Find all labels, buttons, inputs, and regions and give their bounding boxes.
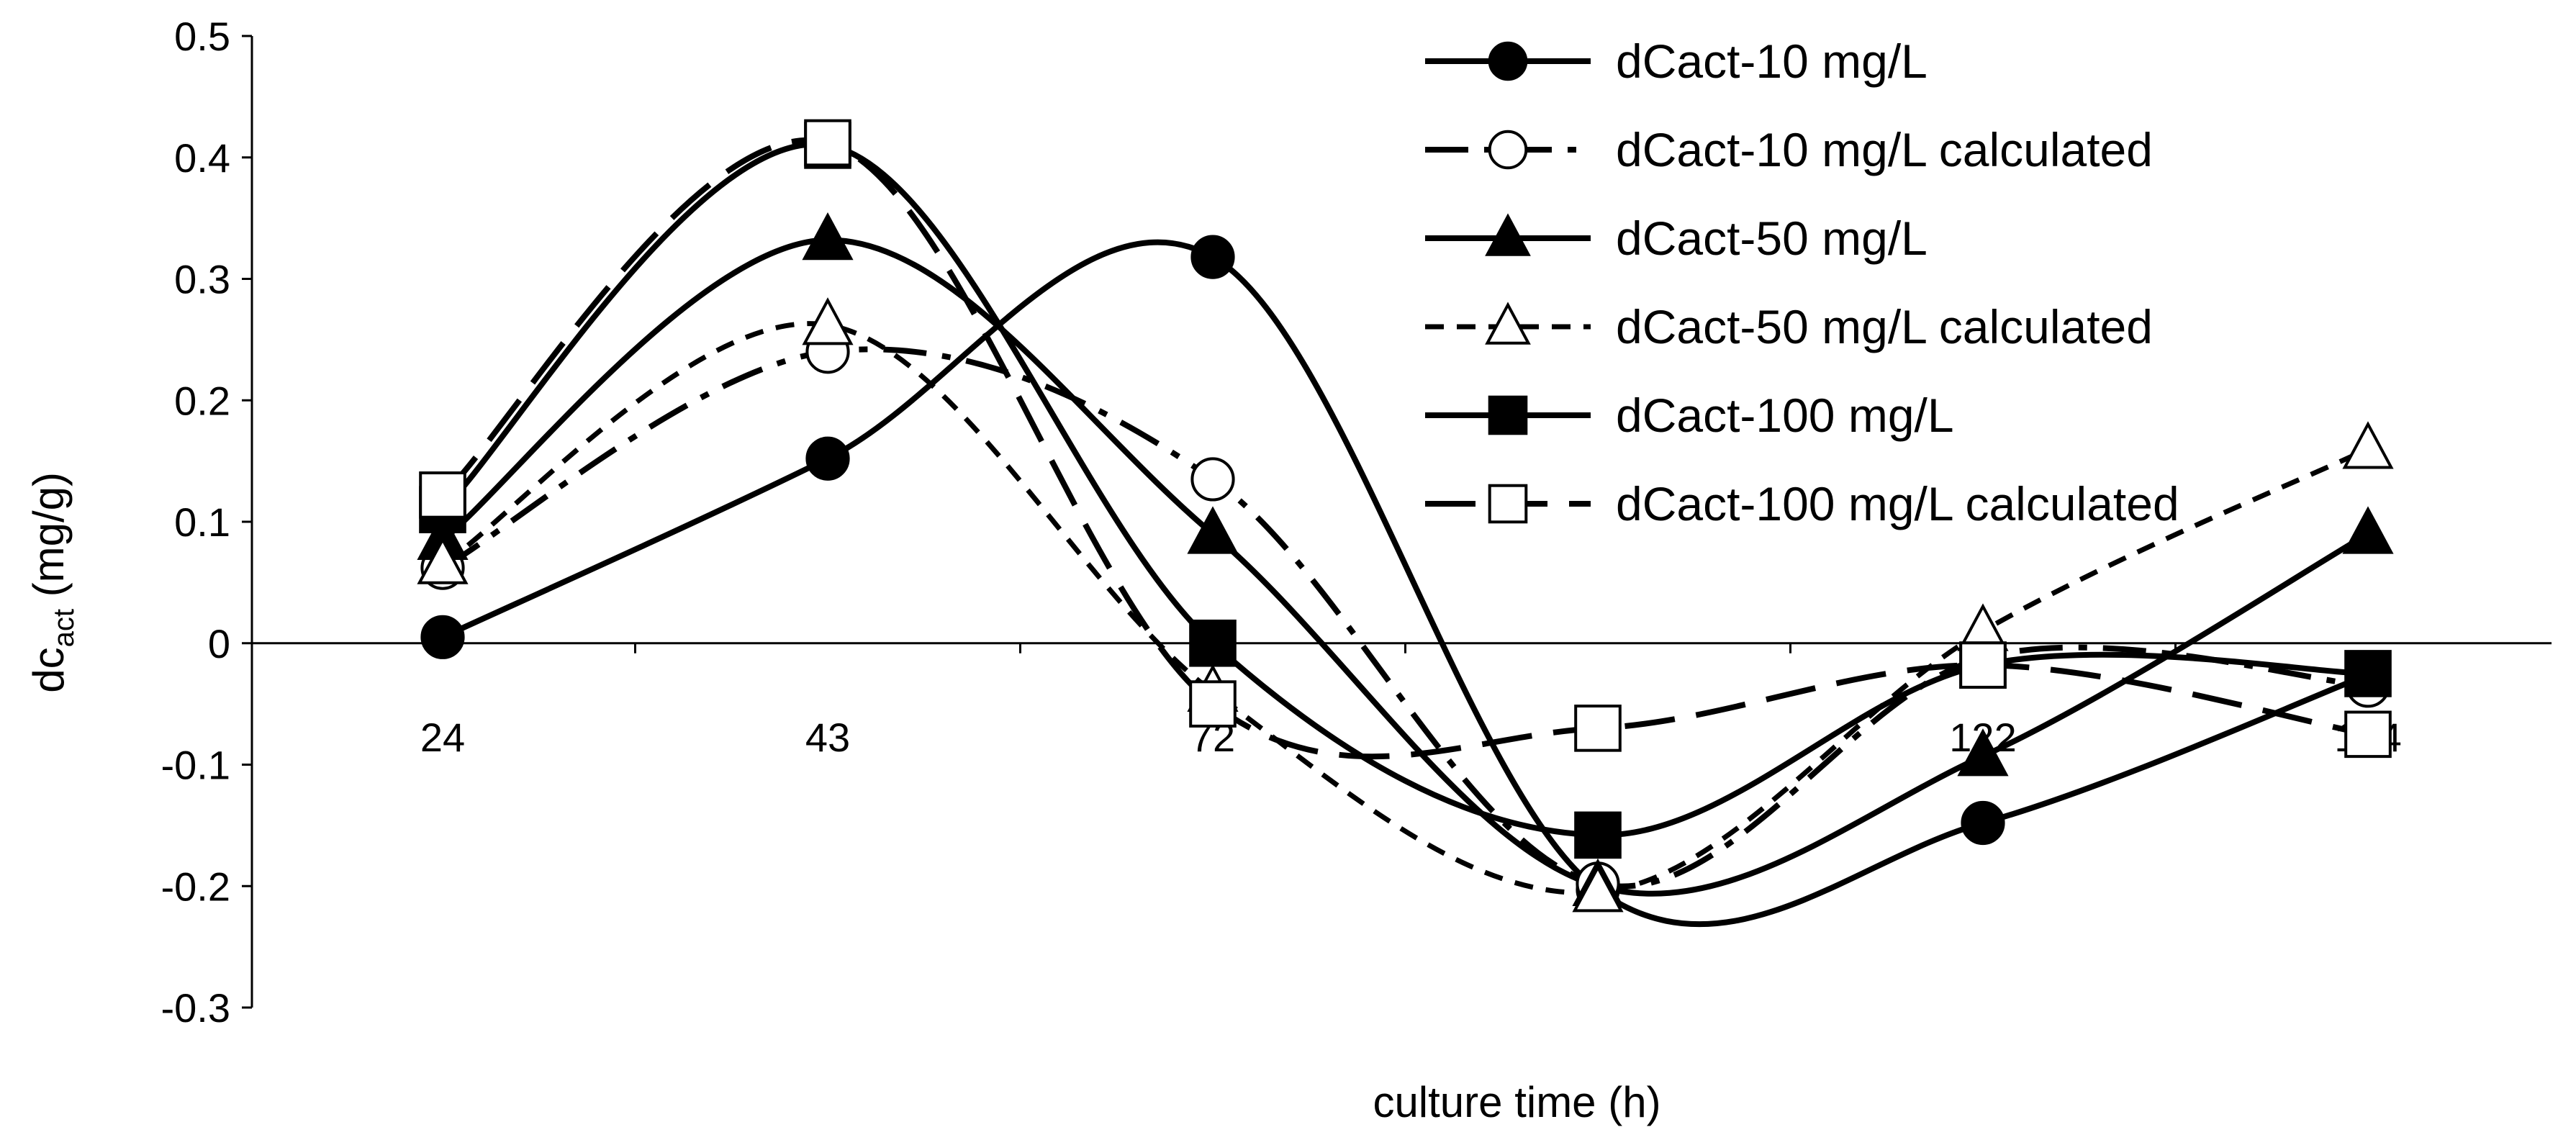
series-line xyxy=(441,346,2369,890)
data-point xyxy=(1574,811,1622,859)
data-point xyxy=(1189,680,1237,728)
legend-label: dCact-100 mg/L xyxy=(1616,389,1954,442)
data-point xyxy=(1957,728,2009,777)
y-axis-title: dcact (mg/g) xyxy=(24,472,80,693)
legend-label: dCact-10 mg/L xyxy=(1616,35,1928,88)
legend-marker xyxy=(1488,41,1528,81)
legend: dCact-10 mg/L dCact-10 mg/L calculated dCa… xyxy=(1425,35,2179,530)
y-axis-title-main: dc xyxy=(24,647,73,692)
y-axis-title-sub: act xyxy=(48,609,80,647)
y-tick-label: -0.1 xyxy=(161,743,231,788)
legend-label: dCact-50 mg/L xyxy=(1616,212,1928,265)
axes: 0.50.40.30.20.10-0.1-0.2-0.3 24437296122… xyxy=(161,14,2552,1031)
data-point xyxy=(802,212,854,261)
y-tick-label: 0.2 xyxy=(174,378,230,423)
data-point xyxy=(2344,710,2392,759)
y-tick-label: 0 xyxy=(208,621,230,666)
y-tick-label: 0.5 xyxy=(174,14,230,59)
legend-label: dCact-50 mg/L calculated xyxy=(1616,300,2153,353)
data-point xyxy=(1572,864,1624,913)
legend-label: dCact-10 mg/L calculated xyxy=(1616,123,2153,176)
data-point xyxy=(419,471,466,519)
legend-label: dCact-100 mg/L calculated xyxy=(1616,477,2179,530)
legend-marker xyxy=(1485,213,1531,256)
series-markers xyxy=(417,119,2394,913)
y-tick-label: 0.3 xyxy=(174,257,230,302)
y-axis-title-unit: (mg/g) xyxy=(24,472,73,609)
data-point xyxy=(1187,506,1239,554)
data-point xyxy=(2344,650,2392,697)
legend-marker xyxy=(1488,130,1528,170)
data-point xyxy=(802,297,854,345)
data-point xyxy=(1190,235,1235,279)
series-line xyxy=(441,321,2369,896)
data-point xyxy=(420,615,465,659)
y-tick-label: -0.3 xyxy=(161,985,231,1031)
legend-marker xyxy=(1488,395,1528,435)
data-point xyxy=(805,436,850,481)
series-line xyxy=(440,137,2369,760)
data-point xyxy=(1574,705,1622,752)
data-point xyxy=(2342,506,2394,554)
data-point xyxy=(1961,800,2005,846)
data-point xyxy=(1959,641,2007,689)
data-point xyxy=(1190,457,1235,502)
legend-marker xyxy=(1485,302,1531,345)
series-lines xyxy=(440,137,2370,928)
data-point xyxy=(804,119,851,167)
x-tick-label: 24 xyxy=(420,715,465,760)
series-line xyxy=(440,237,2370,897)
legend-marker xyxy=(1488,484,1528,524)
x-axis-title: culture time (h) xyxy=(1373,1078,1660,1126)
data-point xyxy=(417,536,469,584)
y-tick-label: 0.1 xyxy=(174,499,230,545)
data-point xyxy=(1189,619,1237,667)
data-point xyxy=(2342,421,2394,469)
y-tick-label: 0.4 xyxy=(174,135,230,181)
y-axis-ticks: 0.5 0.4 0.3 0.2 0.1 0 -0.1 -0.2 -0.3 xyxy=(161,14,252,1031)
svg-text:dcact (mg/g): dcact (mg/g) xyxy=(24,472,80,693)
x-tick-label: 43 xyxy=(805,715,850,760)
y-tick-label: -0.2 xyxy=(161,864,231,909)
